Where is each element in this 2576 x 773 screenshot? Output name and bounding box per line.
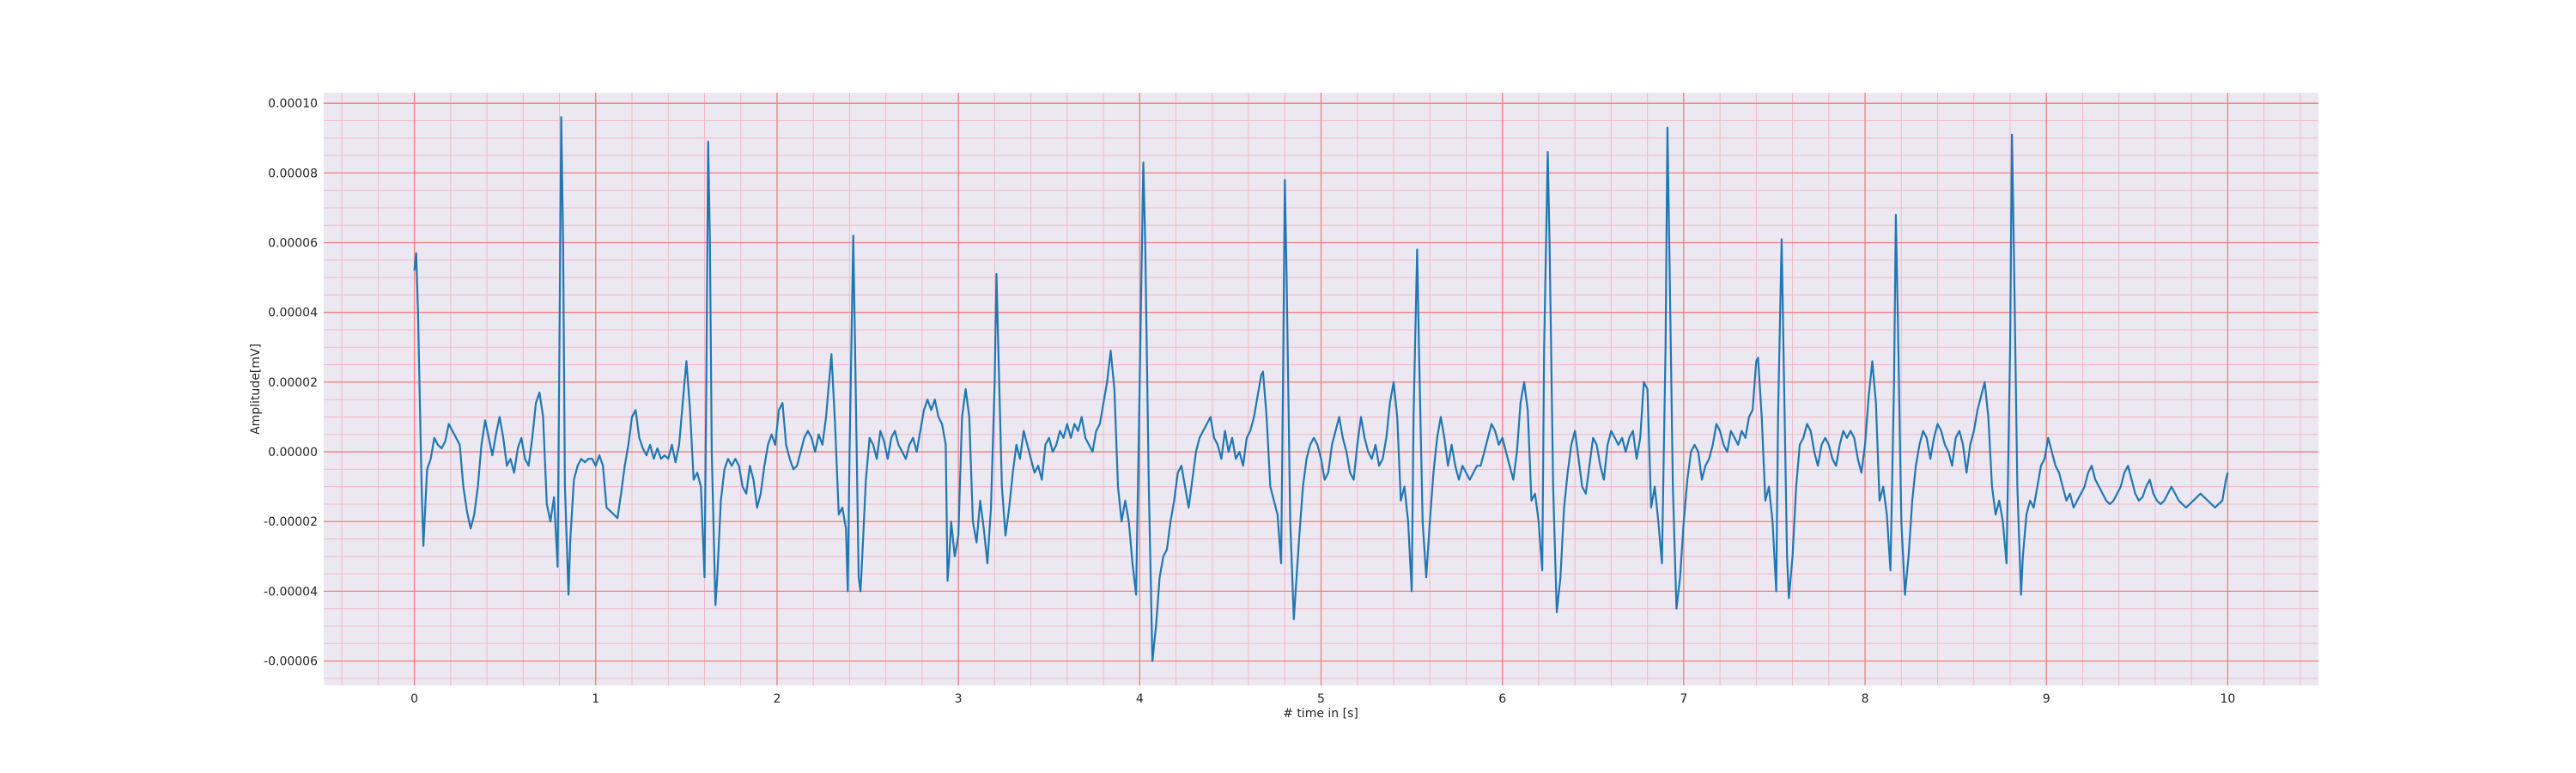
- x-tick-label: 7: [1680, 692, 1687, 706]
- y-axis-label: Amplitude[mV]: [249, 344, 263, 435]
- y-tick-label: -0.00002: [264, 515, 318, 529]
- x-axis-label: # time in [s]: [1283, 707, 1358, 721]
- x-tick-labels: 0 1 2 3 4 5 6 7 8 9 10: [410, 692, 2235, 706]
- x-tick-label: 2: [773, 692, 781, 706]
- y-tick-labels: -0.00006 -0.00004 -0.00002 0.00000 0.00002 0.…: [264, 97, 318, 668]
- x-tick-label: 4: [1136, 692, 1144, 706]
- y-tick-label: 0.00008: [268, 167, 318, 180]
- x-tick-label: 1: [592, 692, 599, 706]
- major-grid: [324, 93, 2318, 685]
- x-tick-label: 0: [410, 692, 418, 706]
- x-tick-label: 6: [1498, 692, 1506, 706]
- y-tick-label: 0.00002: [268, 376, 318, 390]
- x-tick-label: 10: [2220, 692, 2235, 706]
- y-tick-label: 0.00010: [268, 97, 318, 111]
- x-tick-label: 8: [1862, 692, 1869, 706]
- x-tick-label: 5: [1317, 692, 1325, 706]
- signal-line: [413, 116, 2229, 662]
- y-tick-label: -0.00004: [264, 585, 318, 599]
- y-tick-label: 0.00006: [268, 237, 318, 251]
- y-tick-label: 0.00000: [268, 446, 318, 460]
- y-tick-label: 0.00004: [268, 307, 318, 320]
- x-tick-label: 3: [955, 692, 963, 706]
- x-tick-label: 9: [2043, 692, 2050, 706]
- y-tick-label: -0.00006: [264, 655, 318, 669]
